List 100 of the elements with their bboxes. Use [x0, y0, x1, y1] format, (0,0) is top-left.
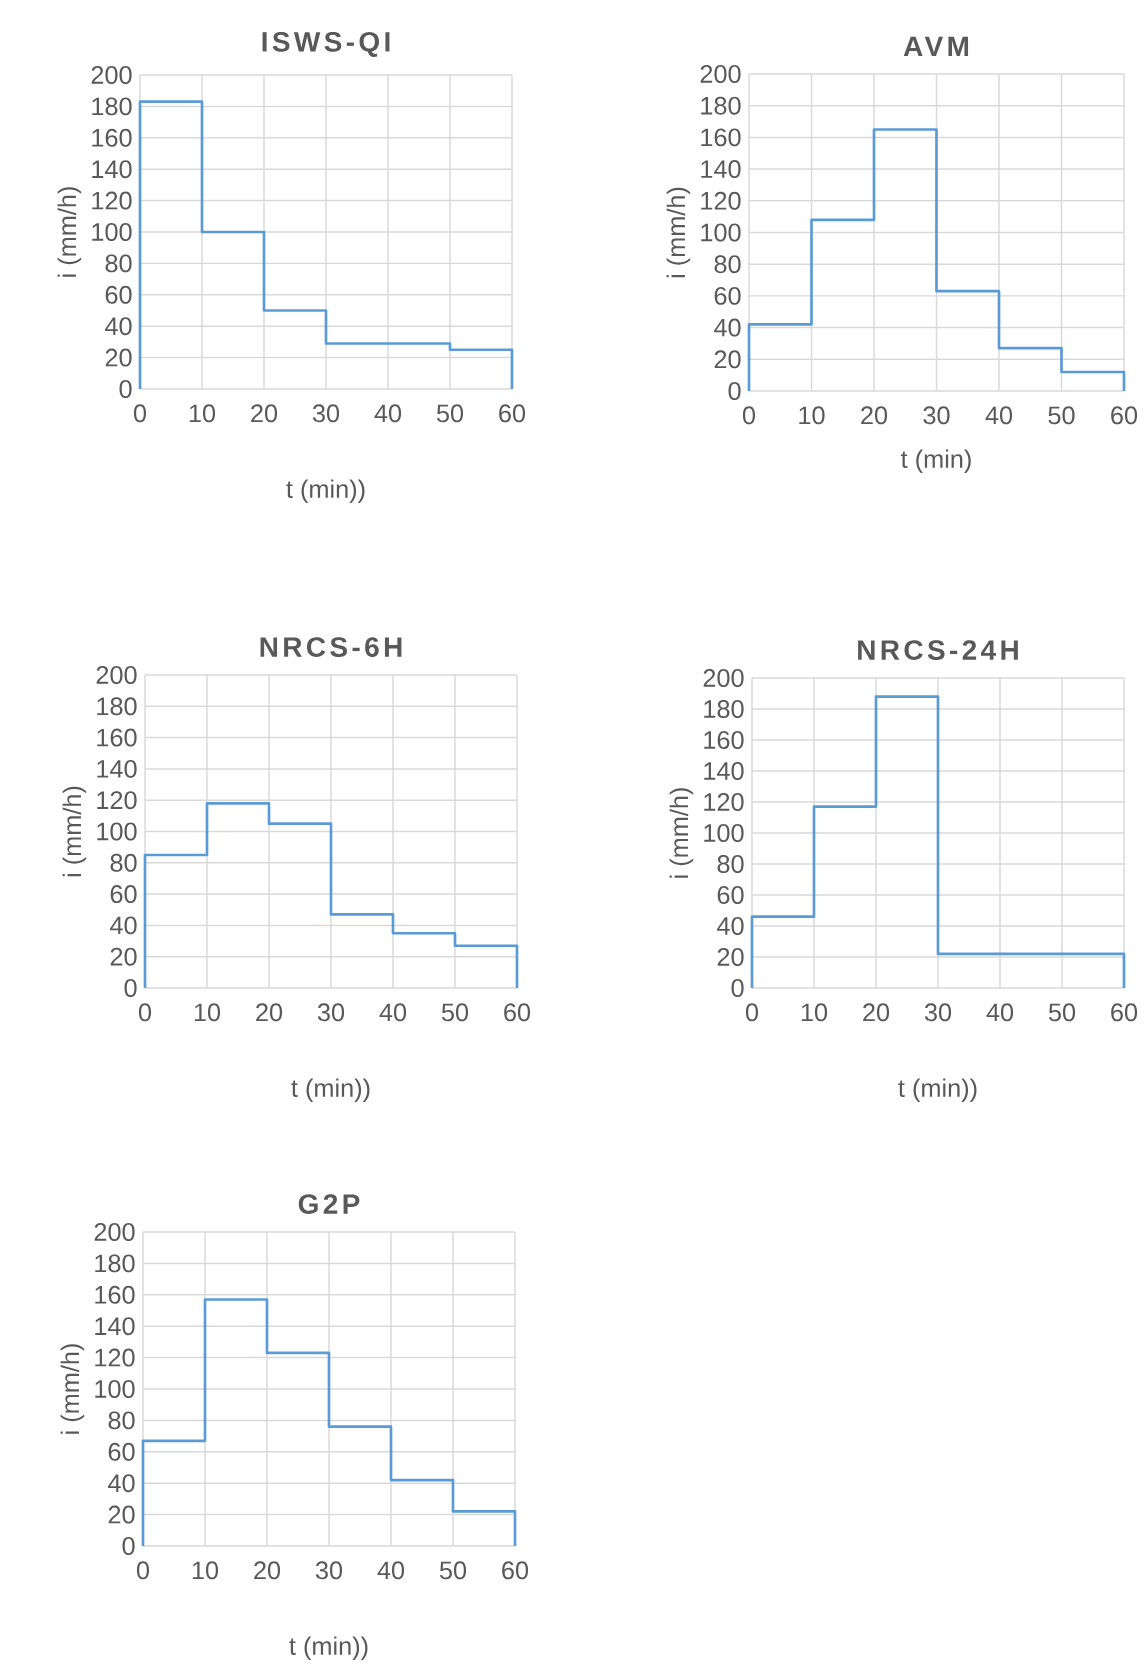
y-tick-label: 200	[700, 65, 741, 83]
y-axis-title: i (mm/h)	[666, 187, 691, 278]
y-axis-title: i (mm/h)	[669, 788, 694, 878]
y-tick-label: 120	[95, 1348, 135, 1367]
y-tick-label: 60	[717, 886, 744, 904]
x-tick-label: 40	[374, 404, 402, 423]
chart-title: G2P	[298, 1194, 360, 1214]
y-tick-label: 140	[95, 1317, 135, 1336]
y-axis-title: i (mm/h)	[57, 187, 82, 277]
y-tick-label: 0	[124, 979, 137, 997]
y-tick-label: 160	[704, 731, 744, 749]
y-tick-label: 0	[122, 1537, 135, 1555]
chart-title: NRCS-24H	[858, 640, 1018, 660]
y-tick-label: 60	[108, 1442, 135, 1461]
x-tick-label: 30	[317, 1003, 345, 1022]
y-tick-label: 200	[94, 1223, 135, 1241]
y-tick-label: 40	[108, 1474, 135, 1493]
x-tick-label: 10	[799, 406, 825, 425]
x-tick-label: 40	[379, 1003, 407, 1022]
y-tick-label: 120	[92, 191, 132, 210]
x-tick-label: 20	[863, 1003, 890, 1022]
x-tick-label: 60	[1111, 406, 1138, 425]
y-tick-label: 180	[701, 96, 741, 115]
chart-title: AVM	[903, 36, 969, 56]
x-axis-title: t (min))	[289, 1636, 368, 1661]
y-tick-label: 160	[97, 728, 137, 747]
y-tick-label: 20	[105, 348, 132, 367]
y-tick-label: 160	[701, 128, 741, 147]
x-tick-label: 20	[256, 1003, 283, 1022]
y-tick-label: 0	[728, 382, 741, 400]
x-tick-label: 30	[312, 404, 340, 423]
x-tick-label: 10	[189, 404, 216, 423]
x-tick-label: 50	[436, 404, 464, 423]
y-tick-label: 20	[714, 350, 741, 369]
y-tick-label: 120	[701, 191, 741, 210]
y-tick-label: 60	[110, 885, 137, 904]
y-tick-label: 100	[701, 223, 741, 242]
y-tick-label: 100	[95, 1380, 135, 1398]
y-tick-label: 140	[704, 762, 744, 780]
y-tick-label: 20	[717, 948, 744, 966]
y-tick-label: 80	[110, 853, 137, 872]
x-tick-label: 10	[194, 1003, 221, 1022]
x-tick-label: 0	[138, 1003, 152, 1022]
x-tick-label: 50	[1048, 1003, 1076, 1022]
x-tick-label: 50	[1048, 406, 1075, 425]
y-tick-label: 100	[92, 223, 132, 241]
y-tick-label: 200	[703, 669, 744, 687]
y-tick-label: 160	[92, 128, 132, 147]
y-axis-title: i (mm/h)	[60, 1344, 85, 1434]
x-tick-label: 40	[985, 406, 1013, 425]
y-tick-label: 40	[110, 916, 137, 935]
x-axis-title: t (min))	[898, 1078, 977, 1103]
y-tick-label: 40	[717, 917, 744, 935]
y-tick-label: 120	[97, 791, 137, 810]
x-tick-label: 0	[745, 1003, 759, 1022]
x-axis-title: t (min))	[291, 1078, 370, 1103]
x-tick-label: 50	[441, 1003, 469, 1022]
x-tick-label: 60	[504, 1003, 531, 1022]
y-tick-label: 160	[95, 1285, 135, 1304]
x-tick-label: 30	[315, 1561, 343, 1580]
x-axis-title: t (min))	[286, 479, 365, 504]
y-tick-label: 180	[92, 97, 132, 116]
x-tick-label: 20	[251, 404, 278, 423]
x-tick-label: 0	[136, 1561, 150, 1580]
x-tick-label: 40	[377, 1561, 405, 1580]
y-tick-label: 0	[731, 979, 744, 997]
x-tick-label: 20	[254, 1561, 281, 1580]
x-tick-label: 20	[861, 406, 888, 425]
y-tick-label: 180	[97, 697, 137, 716]
y-tick-label: 80	[714, 255, 741, 274]
y-tick-label: 80	[105, 254, 132, 273]
x-tick-label: 10	[801, 1003, 828, 1022]
y-tick-label: 140	[97, 759, 137, 778]
y-axis-title: i (mm/h)	[62, 786, 87, 877]
x-tick-label: 60	[499, 404, 526, 423]
x-tick-label: 0	[742, 406, 756, 425]
y-tick-label: 200	[96, 666, 137, 684]
x-tick-label: 40	[986, 1003, 1014, 1022]
x-tick-label: 30	[924, 1003, 952, 1022]
y-tick-label: 180	[95, 1254, 135, 1273]
y-tick-label: 80	[717, 855, 744, 873]
y-tick-label: 100	[704, 824, 744, 842]
y-tick-label: 40	[105, 317, 132, 336]
x-tick-label: 50	[439, 1561, 467, 1580]
y-tick-label: 140	[701, 160, 741, 179]
x-tick-label: 60	[1111, 1003, 1138, 1022]
x-tick-label: 10	[192, 1561, 219, 1580]
y-tick-label: 20	[110, 947, 137, 966]
y-tick-label: 200	[91, 66, 132, 84]
y-tick-label: 60	[714, 286, 741, 305]
chart-title: ISWS-QI	[262, 31, 390, 57]
chart-title: NRCS-6H	[260, 637, 402, 657]
y-tick-label: 100	[97, 822, 137, 841]
y-tick-label: 140	[92, 160, 132, 179]
y-tick-label: 60	[105, 285, 132, 304]
y-tick-label: 80	[108, 1411, 135, 1430]
y-tick-label: 20	[108, 1505, 135, 1524]
y-tick-label: 0	[119, 380, 132, 398]
y-tick-label: 120	[704, 793, 744, 811]
x-tick-label: 30	[923, 406, 950, 425]
